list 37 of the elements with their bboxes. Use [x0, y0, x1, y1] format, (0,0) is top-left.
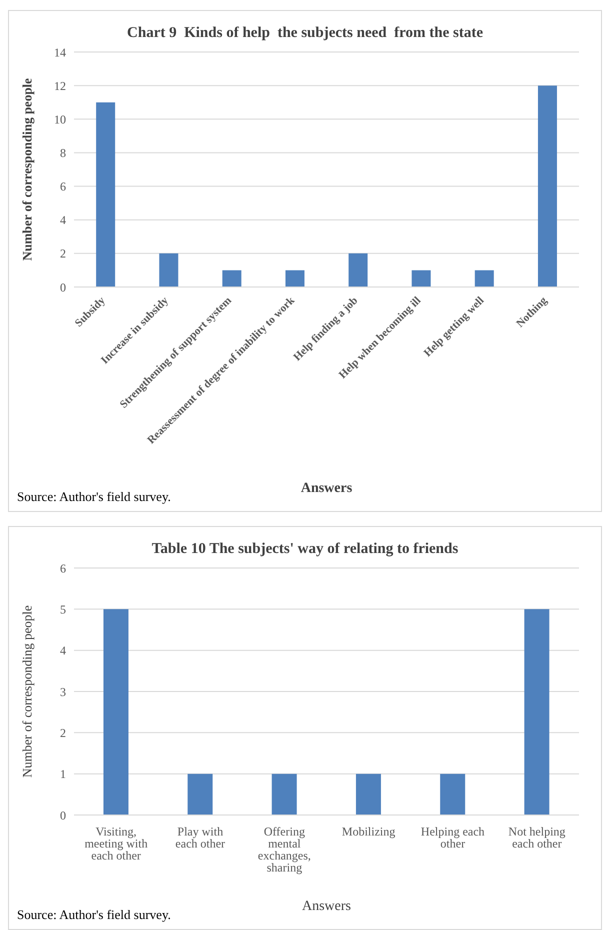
x-axis-title: Answers — [300, 481, 353, 496]
bar — [96, 102, 116, 287]
y-axis-title: Number of corresponding people — [20, 605, 35, 778]
y-tick-label: 1 — [60, 767, 66, 782]
x-tick-label: Mobilizing — [342, 824, 396, 839]
y-tick-label: 6 — [60, 180, 66, 194]
y-tick-label: 8 — [60, 146, 66, 160]
chart-title: Table 10 The subjects' way of relating to friends — [150, 541, 460, 558]
bar — [222, 270, 242, 287]
y-tick-label: 5 — [60, 602, 66, 616]
source-note: Source: Author's field survey. — [17, 489, 171, 505]
y-tick-label: 0 — [60, 808, 66, 822]
y-tick-label: 14 — [54, 45, 66, 60]
y-tick-label: 4 — [60, 644, 66, 658]
source-note: Source: Author's field survey. — [17, 907, 171, 923]
chart-title: Chart 9 Kinds of help the subjects need from the state — [126, 25, 484, 42]
bar — [538, 86, 557, 287]
y-tick-label: 0 — [60, 280, 66, 294]
bar — [285, 270, 304, 287]
x-tick-label: Visiting, meeting with each other — [84, 824, 148, 863]
y-tick-label: 12 — [54, 78, 66, 93]
x-axis-title: Answers — [302, 899, 351, 914]
bar — [474, 270, 494, 287]
x-tick-label: Play with each other — [175, 824, 226, 851]
y-tick-label: 4 — [60, 213, 66, 228]
y-tick-label: 2 — [60, 246, 66, 261]
y-axis-title: Number of corresponding people — [20, 78, 35, 261]
y-tick-label: 3 — [60, 684, 66, 699]
y-tick-label: 6 — [60, 561, 66, 576]
bar — [412, 270, 431, 287]
bar — [159, 253, 178, 287]
bar — [348, 253, 368, 287]
y-tick-label: 10 — [54, 112, 66, 126]
x-tick-label: Not helping each other — [508, 824, 566, 851]
y-tick-label: 2 — [60, 726, 66, 740]
x-tick-label: Offering mental exchanges, sharing — [258, 824, 311, 875]
x-tick-label: Helping each other — [420, 824, 485, 851]
